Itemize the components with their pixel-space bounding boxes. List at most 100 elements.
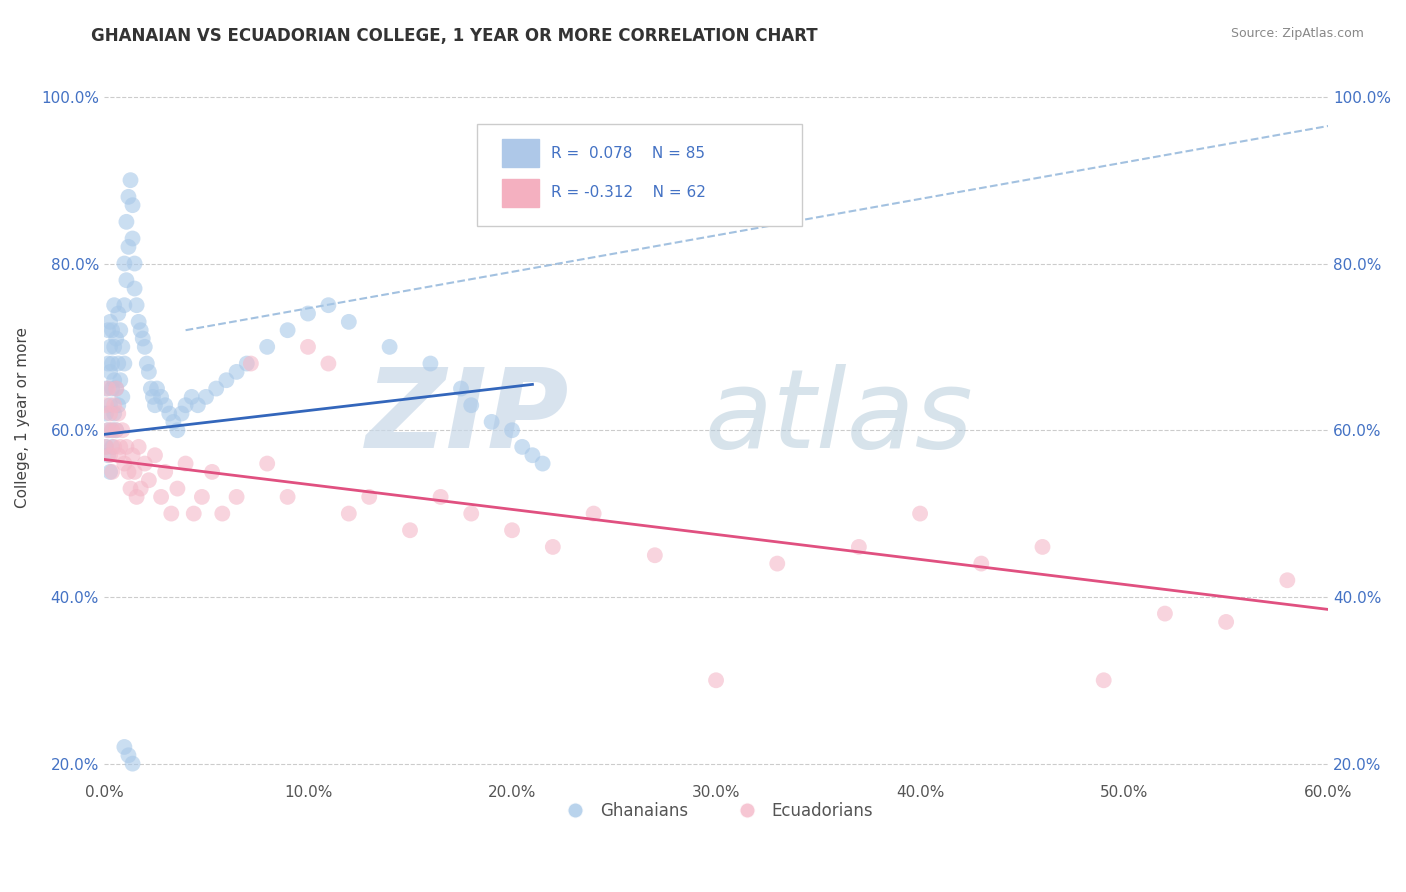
Point xyxy=(174,398,197,412)
Point xyxy=(215,373,238,387)
Point xyxy=(112,357,135,371)
Point xyxy=(98,407,121,421)
Point xyxy=(98,398,121,412)
Point xyxy=(256,340,278,354)
Point xyxy=(98,465,121,479)
Point xyxy=(101,423,124,437)
Point xyxy=(125,298,148,312)
Point xyxy=(970,557,993,571)
Point xyxy=(378,340,401,354)
Point xyxy=(94,440,117,454)
Point xyxy=(142,390,165,404)
Point xyxy=(160,507,183,521)
Point xyxy=(105,423,128,437)
Point xyxy=(429,490,451,504)
Point xyxy=(97,423,120,437)
Point xyxy=(1215,615,1237,629)
Point xyxy=(110,373,132,387)
Point xyxy=(153,398,176,412)
Point xyxy=(115,440,138,454)
Point xyxy=(318,357,340,371)
Point xyxy=(201,465,224,479)
Point xyxy=(501,523,523,537)
Point xyxy=(337,315,360,329)
Point xyxy=(111,423,134,437)
Point xyxy=(103,440,125,454)
Bar xyxy=(502,139,538,167)
Point xyxy=(103,373,125,387)
Point xyxy=(225,490,247,504)
Point xyxy=(195,390,218,404)
Point xyxy=(138,473,160,487)
Point xyxy=(277,323,299,337)
Point xyxy=(766,557,789,571)
Point xyxy=(129,482,152,496)
Point xyxy=(187,398,209,412)
Point xyxy=(94,382,117,396)
Point xyxy=(103,298,125,312)
Point xyxy=(277,490,299,504)
FancyBboxPatch shape xyxy=(478,124,801,226)
Point xyxy=(143,398,166,412)
Point xyxy=(134,457,156,471)
Point xyxy=(124,256,146,270)
Point xyxy=(1154,607,1177,621)
Point xyxy=(170,407,193,421)
Point xyxy=(501,423,523,437)
Point xyxy=(239,357,262,371)
Point xyxy=(111,390,134,404)
Point xyxy=(1277,574,1299,588)
Point xyxy=(205,382,228,396)
Point xyxy=(101,440,124,454)
Point xyxy=(121,756,143,771)
Point xyxy=(98,448,121,462)
Point xyxy=(112,256,135,270)
Point xyxy=(256,457,278,471)
Point xyxy=(101,382,124,396)
Point xyxy=(318,298,340,312)
Point xyxy=(460,507,482,521)
Point xyxy=(103,398,125,412)
Point xyxy=(450,382,472,396)
Text: ZIP: ZIP xyxy=(366,364,569,471)
Point xyxy=(97,448,120,462)
Point xyxy=(128,315,150,329)
Point xyxy=(97,382,120,396)
Point xyxy=(166,482,188,496)
Point xyxy=(180,390,202,404)
Point xyxy=(110,323,132,337)
Point xyxy=(101,423,124,437)
Point xyxy=(191,490,214,504)
Point xyxy=(94,440,117,454)
Text: atlas: atlas xyxy=(704,364,973,471)
Point xyxy=(117,748,139,763)
Point xyxy=(225,365,247,379)
Point xyxy=(531,457,554,471)
Point xyxy=(98,340,121,354)
Point xyxy=(107,407,129,421)
Legend: Ghanaians, Ecuadorians: Ghanaians, Ecuadorians xyxy=(553,795,880,826)
Point xyxy=(117,240,139,254)
Point xyxy=(105,382,128,396)
Point xyxy=(101,323,124,337)
Point xyxy=(124,281,146,295)
Point xyxy=(111,340,134,354)
Point xyxy=(134,340,156,354)
Point xyxy=(107,398,129,412)
Point xyxy=(174,457,197,471)
Point xyxy=(103,407,125,421)
Point xyxy=(129,323,152,337)
Point xyxy=(105,332,128,346)
Point xyxy=(297,340,319,354)
Point xyxy=(510,440,533,454)
Point xyxy=(121,448,143,462)
Point xyxy=(522,448,544,462)
Point xyxy=(124,465,146,479)
Point xyxy=(120,173,142,187)
Point xyxy=(582,507,605,521)
Point xyxy=(112,298,135,312)
Point xyxy=(117,190,139,204)
Point xyxy=(115,215,138,229)
Point xyxy=(1092,673,1115,688)
Point xyxy=(98,365,121,379)
